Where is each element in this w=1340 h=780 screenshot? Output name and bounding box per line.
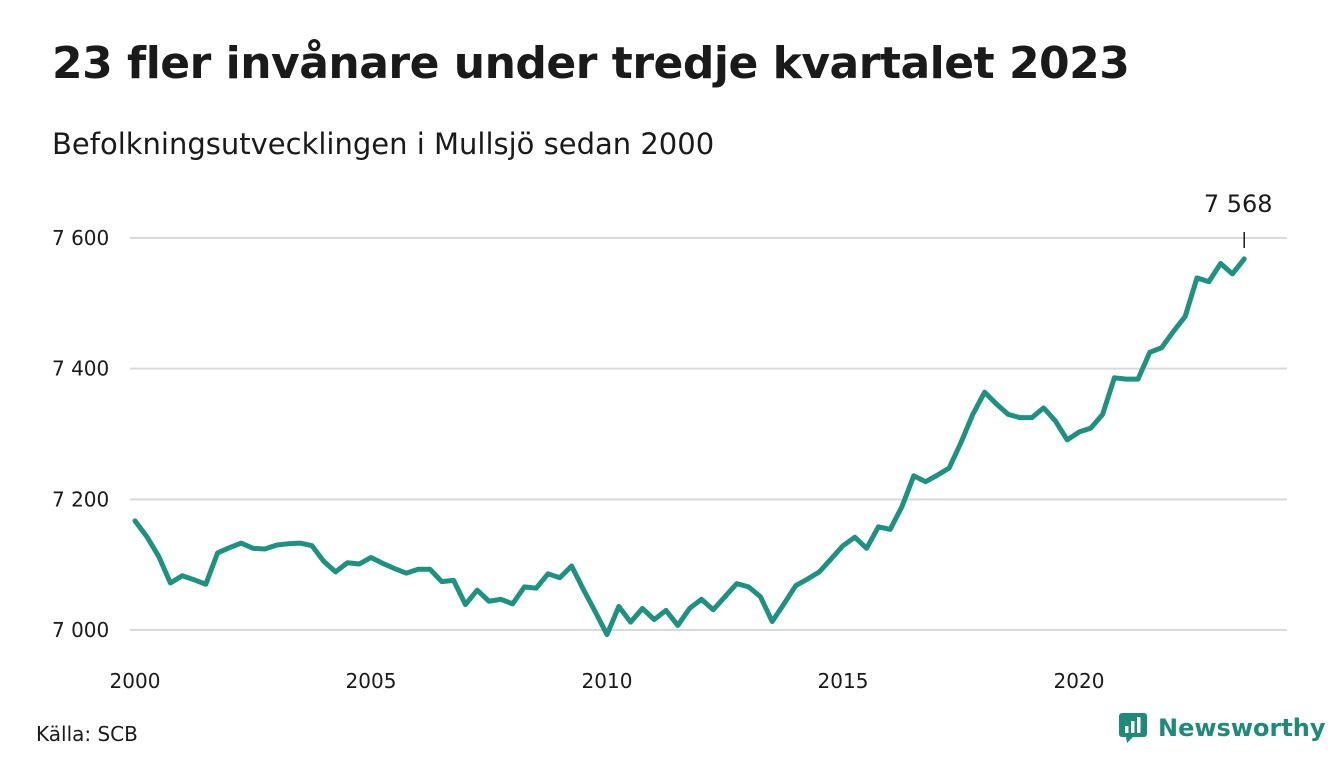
brand-logo: Newsworthy — [1118, 712, 1326, 744]
y-tick-label: 7 400 — [52, 357, 109, 381]
x-tick-label: 2000 — [110, 669, 161, 693]
y-tick-label: 7 200 — [52, 487, 109, 511]
annotations: 7 568 — [1204, 190, 1273, 248]
y-tick-label: 7 600 — [52, 226, 109, 250]
chart-subtitle: Befolkningsutvecklingen i Mullsjö sedan … — [52, 127, 715, 161]
y-tick-label: 7 000 — [52, 618, 109, 642]
x-tick-label: 2005 — [346, 669, 397, 693]
source-note: Källa: SCB — [36, 722, 138, 746]
last-value-label: 7 568 — [1204, 190, 1273, 218]
x-tick-label: 2010 — [582, 669, 633, 693]
newsworthy-logo-icon — [1119, 713, 1147, 743]
x-tick-label: 2015 — [818, 669, 869, 693]
y-axis-ticks: 7 000 7 200 7 400 7 600 — [52, 226, 109, 642]
chart-title: 23 fler invånare under tredje kvartalet … — [52, 38, 1130, 89]
x-tick-label: 2020 — [1054, 669, 1105, 693]
brand-name: Newsworthy — [1158, 714, 1326, 742]
grid-lines — [130, 237, 1287, 631]
series-line — [132, 256, 1247, 638]
series-layer — [132, 256, 1247, 638]
x-axis-ticks: 2000 2005 2010 2015 2020 — [110, 669, 1105, 693]
